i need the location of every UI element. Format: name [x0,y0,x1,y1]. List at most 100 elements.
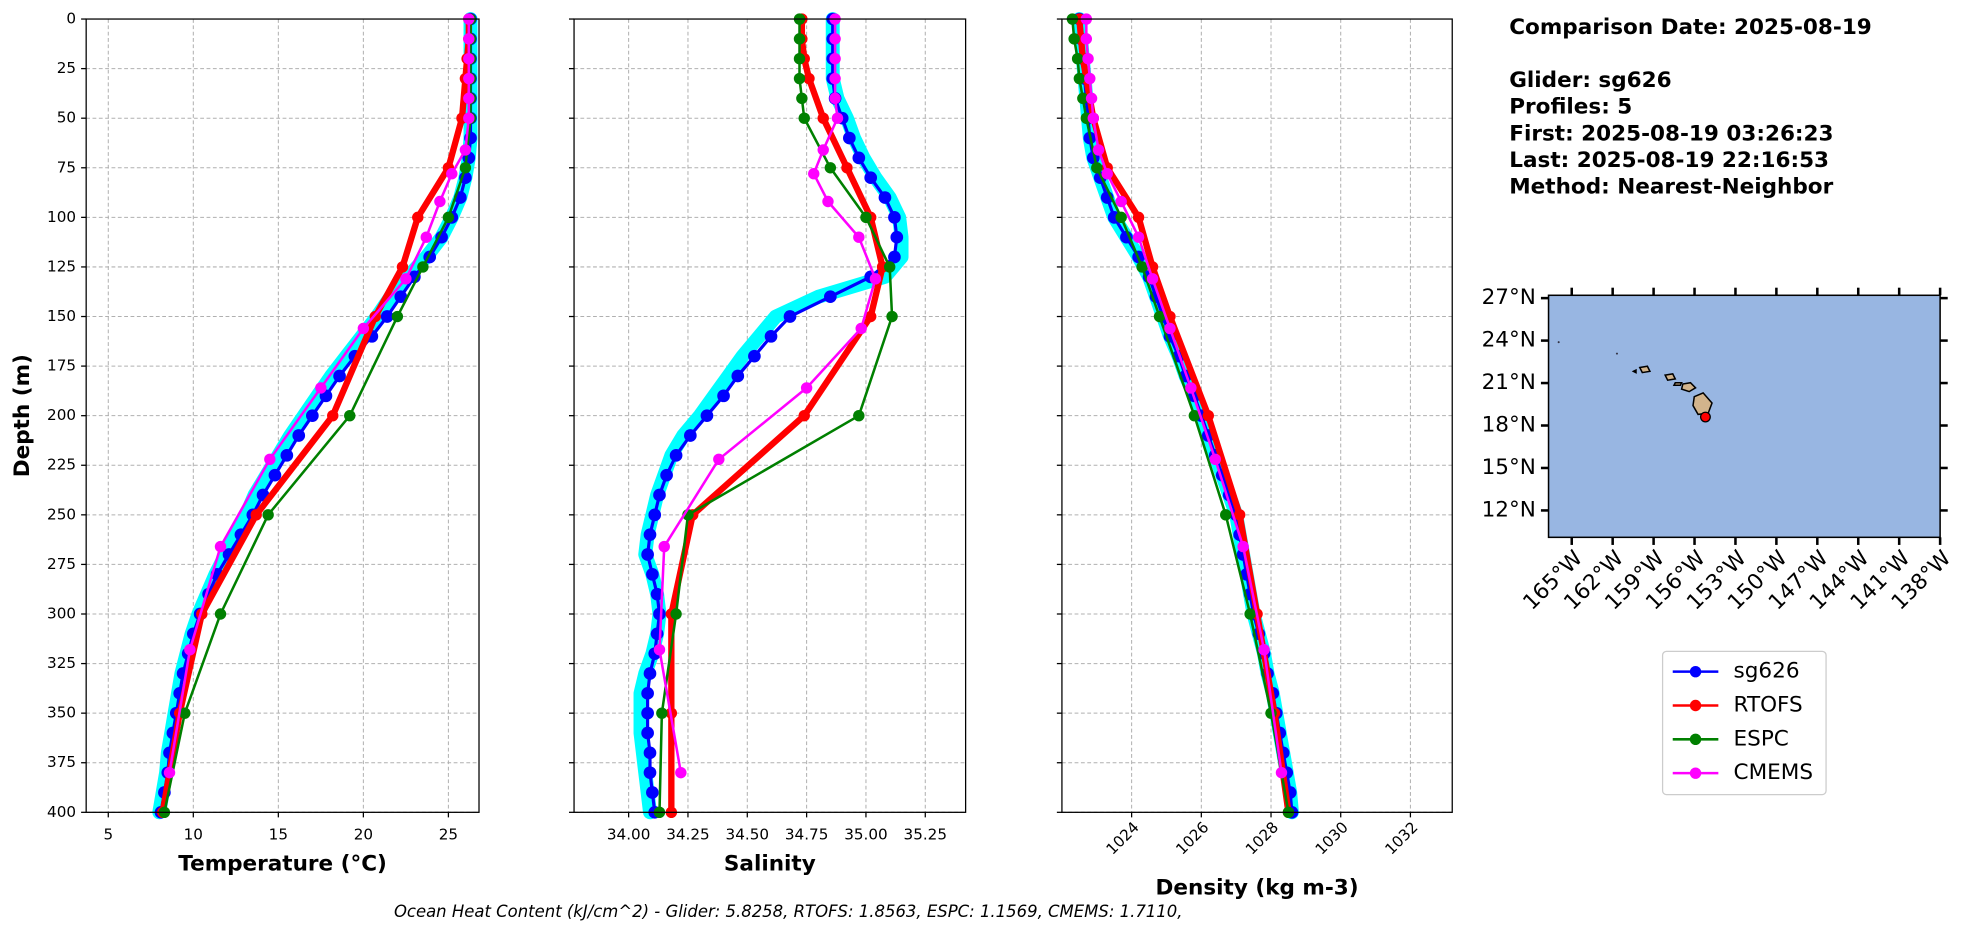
profile-point [886,310,898,323]
profile-point [1073,72,1086,85]
profile-point [1080,33,1093,45]
profile-point [643,766,657,779]
profile-point [669,449,683,462]
profile-point [641,548,654,561]
profile-point [315,382,327,394]
map: 12°N15°N18°N21°N24°N27°N165°W162°W159°W1… [1482,285,1957,615]
profile-point [1153,310,1166,323]
profile-point [829,33,841,45]
panel: 5 10 15 20 250255075100125150175200225250275… [10,10,480,876]
profile-point [683,429,697,442]
profile-point [731,369,745,383]
island [1631,368,1637,374]
x-tick-label: 34.00 [607,826,650,844]
x-tick-label: 25 [439,826,458,844]
info-line: First: 2025-08-19 03:26:23 [1509,121,1833,146]
profile-point [1087,112,1099,124]
profile-point [420,231,432,243]
profile-point [391,310,404,323]
profile-point [643,528,657,542]
profile-point [853,409,865,422]
info-line: Glider: sg626 [1509,68,1671,93]
profile-point [442,211,455,224]
y-tick-label: 300 [47,604,76,622]
profile-point [459,162,472,174]
profile-point [1132,211,1145,224]
profile-point [824,290,837,304]
profile-point [262,509,274,521]
profile-point [650,587,664,601]
profile-point [717,389,730,403]
footnote: Ocean Heat Content (kJ/cm^2) - Glider: 5… [394,902,1183,921]
profile-point [1092,144,1105,156]
profile-point [648,508,662,522]
profile-point [653,643,666,656]
x-axis-label: Salinity [724,851,816,876]
profile-point [890,230,904,244]
profile-point [463,92,475,105]
profile-point [1136,261,1148,273]
y-tick-label: 250 [47,505,76,523]
profile-point [670,608,682,620]
profile-point [1115,211,1127,224]
x-axis-label: Density (kg m-3) [1156,875,1359,900]
profile-point [1082,52,1094,65]
y-tick-label: 400 [47,803,76,821]
profile-point [1164,322,1176,335]
profile-point [214,540,227,553]
legend-marker [1689,767,1702,779]
profile-point [653,488,666,502]
profile-point [400,273,412,285]
y-tick-label: 27°N [1482,285,1536,310]
y-tick-label: 150 [47,307,76,325]
profile-point [463,72,475,85]
y-tick-label: 25 [57,59,76,77]
x-tick-label: 34.25 [666,826,709,844]
profile-point [878,191,892,204]
profile-point [1202,409,1214,422]
profile-point [798,409,810,422]
y-tick-label: 12°N [1482,497,1536,522]
y-axis-label: Depth (m) [10,354,35,477]
legend: sg626 RTOFS ESPC CMEMS [1661,650,1827,796]
profile-point [888,211,901,224]
profile-point [793,52,806,65]
profile-point [333,369,346,383]
profile-point [864,310,877,323]
legend-marker [1689,699,1702,712]
legend-label: ESPC [1734,726,1789,751]
profile-point [829,72,841,85]
profile-point [1258,643,1270,656]
x-tick-label: 35.25 [904,826,947,844]
y-tick-label: 350 [47,704,76,722]
panel: 34.00 34.25 34.50 34.75 35.00 35.25 Salinity [568,12,967,876]
profile-point [1071,52,1084,65]
profile-point [824,162,837,174]
profile-point [808,168,820,180]
profile-point [860,211,872,224]
info-line: Method: Nearest-Neighbor [1509,175,1833,200]
glider-position [1699,411,1711,423]
x-tick-label: 34.50 [726,826,769,844]
profile-point [1188,409,1201,422]
profile-point [817,112,829,124]
profile-point [344,409,356,422]
island [1663,373,1677,382]
profile-point [841,162,853,174]
legend-label: sg626 [1734,659,1800,684]
y-tick-label: 0 [66,10,76,28]
profile-point [463,33,475,45]
profile-point [1115,195,1127,208]
profile-point [1220,509,1232,521]
profile-point [864,171,878,185]
y-tick-label: 100 [47,208,76,226]
legend-marker [1689,665,1702,678]
profile-point [412,211,424,224]
island [1672,381,1683,387]
profile-point [396,261,409,273]
profile-point [783,310,797,323]
profile-point [829,52,841,65]
profile-point [1146,273,1159,285]
profile-point [793,33,806,45]
